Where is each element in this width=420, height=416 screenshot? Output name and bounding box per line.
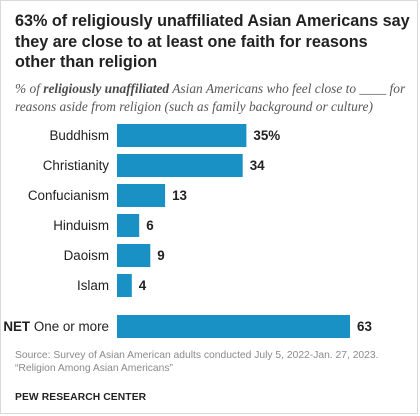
bar-chart: Buddhism 35% Christianity 34 Confucianism 13 H… bbox=[3, 124, 372, 338]
category-name: Christianity bbox=[43, 158, 110, 173]
category-name: Hinduism bbox=[53, 218, 109, 233]
bar-christianity bbox=[117, 154, 243, 177]
chart-subtitle: % of religiously unaffiliated Asian Amer… bbox=[15, 80, 410, 115]
data-label-buddhism: 35% bbox=[253, 128, 280, 143]
category-label-islam: Islam bbox=[77, 278, 109, 293]
subtitle-suffix: Asian Americans who feel close to ____ f… bbox=[15, 81, 406, 114]
category-label-buddhism: Buddhism bbox=[49, 128, 109, 143]
category-name: One or more bbox=[34, 319, 109, 334]
category-name: Islam bbox=[77, 278, 109, 293]
category-label-christianity: Christianity bbox=[43, 158, 110, 173]
bar-islam bbox=[117, 274, 132, 297]
category-label-confucianism: Confucianism bbox=[28, 188, 109, 203]
bar-one-or-more bbox=[117, 315, 350, 338]
category-name: Daoism bbox=[64, 248, 109, 263]
data-label-hinduism: 6 bbox=[146, 218, 153, 233]
bar-hinduism bbox=[117, 214, 140, 237]
chart-title: 63% of religiously unaffiliated Asian Am… bbox=[15, 12, 410, 71]
bar-buddhism bbox=[117, 124, 247, 147]
subtitle-prefix: % of bbox=[15, 81, 44, 96]
bar-confucianism bbox=[117, 184, 166, 207]
category-label-hinduism: Hinduism bbox=[53, 218, 109, 233]
category-label-one-or-more: NET One or more bbox=[3, 319, 109, 334]
data-label-one-or-more: 63 bbox=[357, 319, 372, 334]
category-name: Confucianism bbox=[28, 188, 109, 203]
data-label-christianity: 34 bbox=[250, 158, 265, 173]
subtitle-emphasis: religiously unaffiliated bbox=[43, 81, 170, 96]
data-label-daoism: 9 bbox=[157, 248, 164, 263]
brand-label: PEW RESEARCH CENTER bbox=[15, 392, 147, 403]
category-prefix: NET bbox=[3, 319, 34, 334]
data-label-confucianism: 13 bbox=[172, 188, 187, 203]
source-note: Source: Survey of Asian American adults … bbox=[15, 350, 379, 374]
data-label-islam: 4 bbox=[139, 278, 147, 293]
bar-daoism bbox=[117, 244, 151, 267]
category-name: Buddhism bbox=[49, 128, 109, 143]
category-label-daoism: Daoism bbox=[64, 248, 109, 263]
